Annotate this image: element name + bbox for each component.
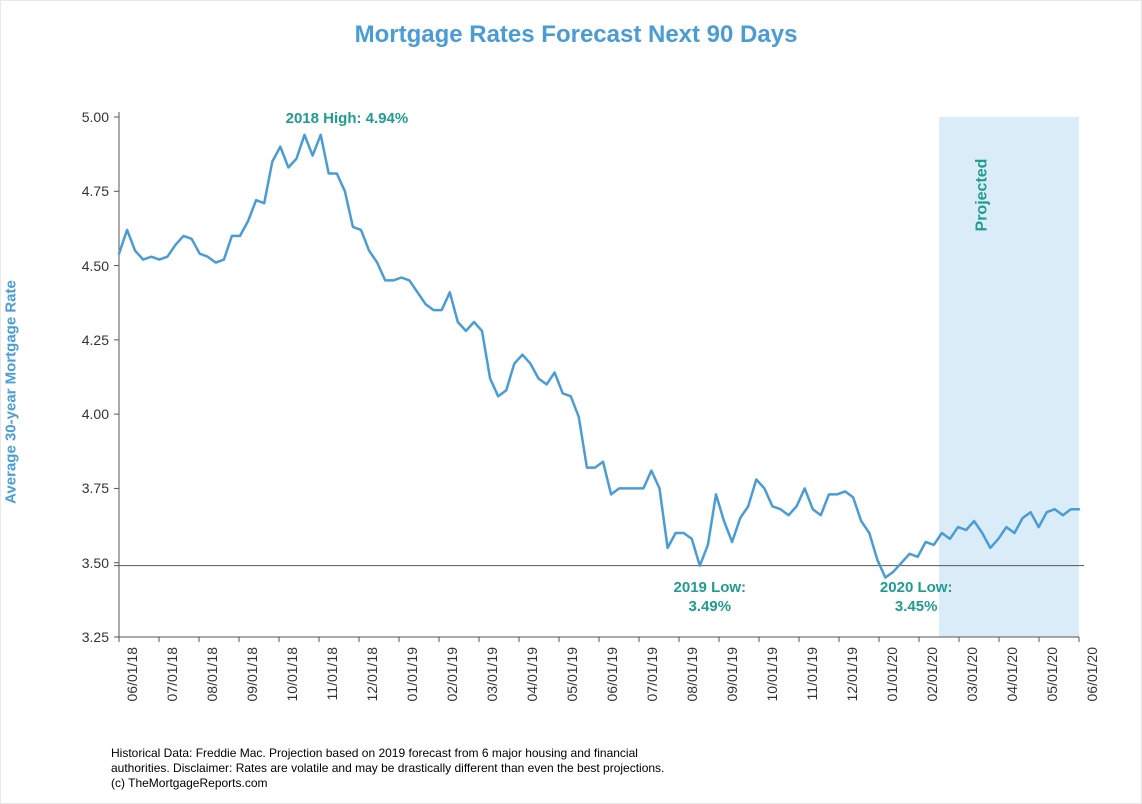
y-tick-label: 4.50 [41, 258, 109, 274]
y-tick-label: 4.00 [41, 406, 109, 422]
y-tick-label: 5.00 [41, 109, 109, 125]
y-tick-label: 4.25 [41, 332, 109, 348]
projected-label: Projected [973, 159, 991, 232]
annotation-2018-high: 2018 High: 4.94% [277, 110, 417, 129]
x-tick-label: 07/01/18 [164, 647, 180, 702]
x-tick-label: 09/01/18 [244, 647, 260, 702]
x-tick-label: 02/01/19 [444, 647, 460, 702]
x-tick-label: 03/01/20 [964, 647, 980, 702]
x-tick-label: 06/01/18 [124, 647, 140, 702]
y-axis-label: Average 30-year Mortgage Rate [3, 280, 20, 504]
x-tick-label: 10/01/19 [764, 647, 780, 702]
x-tick-label: 08/01/19 [684, 647, 700, 702]
annotation-text: 2019 Low: [674, 579, 747, 596]
chart-container: Mortgage Rates Forecast Next 90 Days Ave… [41, 21, 1111, 743]
y-tick-label: 4.75 [41, 183, 109, 199]
x-tick-label: 05/01/19 [564, 647, 580, 702]
x-tick-label: 05/01/20 [1044, 647, 1060, 702]
plot-area: Average 30-year Mortgage Rate 2018 High:… [41, 57, 1099, 727]
x-tick-label: 09/01/19 [724, 647, 740, 702]
annotation-2019-low: 2019 Low: 3.49% [640, 579, 780, 617]
footnote-line: (c) TheMortgageReports.com [111, 776, 664, 791]
footnote-line: authorities. Disclaimer: Rates are volat… [111, 761, 664, 776]
line-chart-svg [41, 57, 1099, 647]
annotation-text: 2020 Low: [880, 579, 953, 596]
x-tick-label: 06/01/20 [1084, 647, 1100, 702]
x-tick-label: 03/01/19 [484, 647, 500, 702]
x-tick-label: 04/01/20 [1004, 647, 1020, 702]
x-tick-label: 01/01/20 [884, 647, 900, 702]
x-tick-label: 08/01/18 [204, 647, 220, 702]
annotation-text: 2018 High: 4.94% [286, 110, 409, 127]
x-tick-label: 06/01/19 [604, 647, 620, 702]
x-tick-label: 07/01/19 [644, 647, 660, 702]
chart-title: Mortgage Rates Forecast Next 90 Days [41, 21, 1111, 49]
y-tick-label: 3.50 [41, 555, 109, 571]
annotation-2020-low: 2020 Low: 3.45% [846, 579, 986, 617]
x-tick-label: 04/01/19 [524, 647, 540, 702]
chart-footnote: Historical Data: Freddie Mac. Projection… [111, 746, 664, 791]
y-tick-label: 3.75 [41, 480, 109, 496]
annotation-text: 3.49% [689, 598, 732, 615]
x-tick-label: 11/01/18 [324, 647, 340, 700]
y-tick-label: 3.25 [41, 629, 109, 645]
x-tick-label: 02/01/20 [924, 647, 940, 702]
x-tick-label: 12/01/19 [844, 647, 860, 702]
x-tick-label: 01/01/19 [404, 647, 420, 702]
x-tick-label: 12/01/18 [364, 647, 380, 702]
footnote-line: Historical Data: Freddie Mac. Projection… [111, 746, 664, 761]
x-tick-label: 10/01/18 [284, 647, 300, 702]
annotation-text: 3.45% [895, 598, 938, 615]
x-tick-label: 11/01/19 [804, 647, 820, 700]
